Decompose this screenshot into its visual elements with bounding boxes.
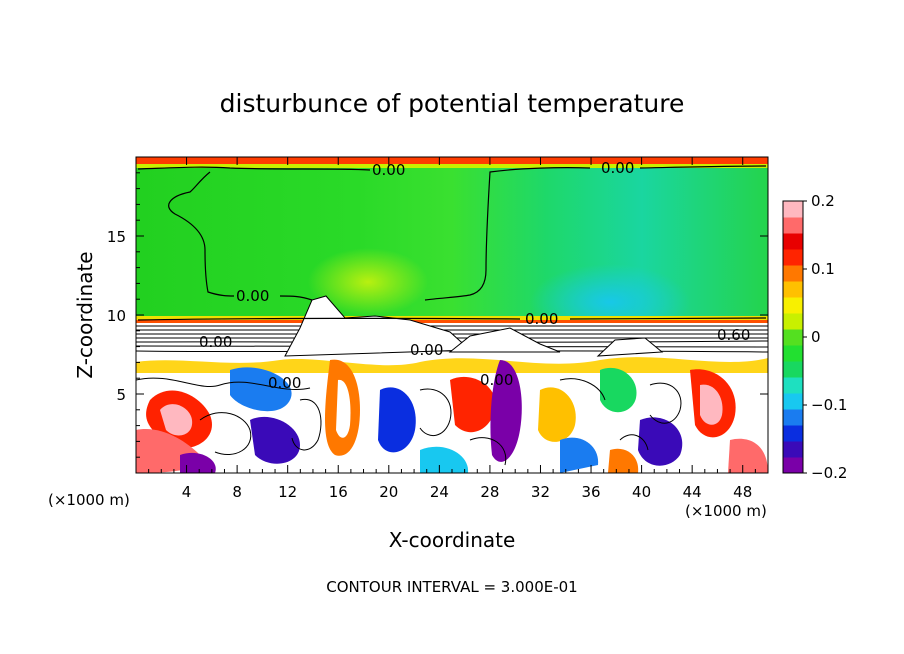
x-tick-label: 40 — [632, 483, 651, 501]
colorbar-swatch — [783, 457, 803, 474]
colorbar-ticks: 0.2 0.1 0 −0.1 −0.2 — [803, 192, 847, 482]
contour-labels: 0.00 0.00 0.00 0.00 0.60 0.00 0.00 0.00 … — [199, 159, 750, 392]
upper-contours — [137, 165, 767, 321]
colorbar-swatch — [783, 329, 803, 346]
colorbar-swatch — [783, 345, 803, 362]
colorbar-swatch — [783, 249, 803, 266]
contour-label: 0.60 — [717, 326, 750, 344]
top-band — [136, 157, 768, 164]
warm-anomaly — [308, 248, 428, 316]
plot-area — [136, 157, 768, 473]
y-axis-title: Z-coordinate — [73, 251, 97, 378]
colorbar-swatch — [783, 297, 803, 314]
x-tick-label: 48 — [733, 483, 752, 501]
y-axis: 5 10 15 — [107, 172, 768, 458]
colorbar-swatch — [783, 217, 803, 234]
contour-label: 0.00 — [268, 374, 301, 392]
colorbar-swatch — [783, 441, 803, 458]
contour-label: 0.00 — [236, 287, 269, 305]
colorbar-swatch — [783, 377, 803, 394]
colorbar-swatch — [783, 313, 803, 330]
contour-label: 0.00 — [410, 341, 443, 359]
x-tick-label: 32 — [531, 483, 550, 501]
contour-label: 0.00 — [525, 310, 558, 328]
colorbar — [782, 200, 804, 474]
x-tick-label: 24 — [430, 483, 449, 501]
colorbar-swatch — [783, 361, 803, 378]
x-tick-label: 12 — [278, 483, 297, 501]
contour-label: 0.00 — [480, 371, 513, 389]
colorbar-swatch — [783, 281, 803, 298]
colorbar-tick-label: 0.1 — [811, 260, 835, 278]
colorbar-swatch — [783, 265, 803, 282]
turbulent-eddies — [136, 357, 768, 473]
y-tick-label: 5 — [116, 386, 126, 404]
colorbar-swatch — [783, 425, 803, 442]
chart-title: disturbunce of potential temperature — [220, 89, 685, 118]
colorbar-swatch — [783, 409, 803, 426]
colorbar-tick-label: −0.2 — [811, 464, 847, 482]
x-tick-label: 16 — [329, 483, 348, 501]
x-tick-label: 36 — [581, 483, 600, 501]
cloud-tops — [284, 295, 664, 357]
x-unit-label: (×1000 m) — [48, 491, 130, 509]
colorbar-tick-label: −0.1 — [811, 396, 847, 414]
contour-interval: CONTOUR INTERVAL = 3.000E-01 — [326, 578, 577, 596]
colorbar-swatch — [783, 233, 803, 250]
colorbar-swatch — [783, 393, 803, 410]
colorbar-tick-label: 0.2 — [811, 192, 835, 210]
x-unit-label-right: (×1000 m) — [685, 502, 767, 520]
x-tick-label: 44 — [683, 483, 702, 501]
x-tick-label: 8 — [232, 483, 242, 501]
contour-label: 0.00 — [199, 333, 232, 351]
contour-label: 0.00 — [601, 159, 634, 177]
x-axis: 4 8 12 16 20 24 28 32 36 40 44 48 — [148, 157, 756, 501]
x-tick-label: 4 — [182, 483, 192, 501]
y-tick-label: 15 — [107, 228, 126, 246]
x-tick-label: 20 — [379, 483, 398, 501]
turbulent-contours — [136, 377, 682, 466]
colorbar-tick-label: 0 — [811, 328, 821, 346]
colorbar-swatch — [783, 201, 803, 218]
x-axis-title: X-coordinate — [389, 528, 516, 552]
contour-label: 0.00 — [372, 161, 405, 179]
y-tick-label: 10 — [107, 307, 126, 325]
x-tick-label: 28 — [480, 483, 499, 501]
